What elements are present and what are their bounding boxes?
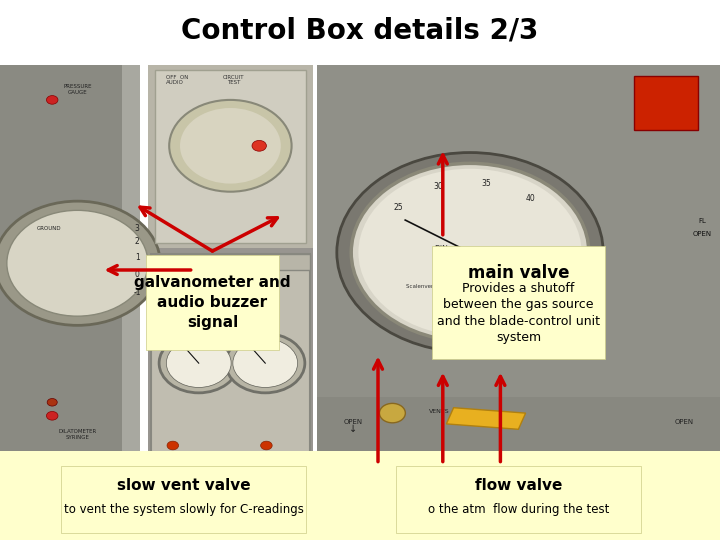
FancyArrowPatch shape [438, 155, 447, 235]
Text: DILATOMETER
SYRINGE: DILATOMETER SYRINGE [58, 429, 96, 440]
Text: OPEN: OPEN [343, 419, 362, 425]
FancyArrowPatch shape [212, 218, 277, 251]
FancyArrowPatch shape [496, 376, 505, 462]
Bar [61, 465, 306, 534]
Text: OPEN: OPEN [675, 419, 693, 425]
Bar [148, 65, 313, 248]
Circle shape [379, 403, 405, 423]
Text: DIN: DIN [434, 245, 448, 254]
FancyArrowPatch shape [140, 207, 212, 251]
FancyArrowPatch shape [374, 360, 382, 462]
Circle shape [46, 96, 58, 104]
Circle shape [167, 441, 179, 450]
Circle shape [159, 333, 238, 393]
Bar [151, 254, 310, 456]
Circle shape [169, 100, 292, 192]
Circle shape [0, 201, 160, 325]
Text: 35: 35 [482, 179, 491, 188]
Bar [148, 248, 313, 462]
Circle shape [351, 163, 589, 342]
Circle shape [359, 168, 582, 336]
Text: 40: 40 [526, 194, 535, 203]
Text: 0: 0 [135, 269, 140, 279]
FancyArrowPatch shape [108, 266, 191, 274]
Text: main valve: main valve [468, 264, 569, 282]
Text: ↓: ↓ [348, 424, 357, 434]
Text: Provides a shutoff
between the gas source
and the blade-control unit
system: Provides a shutoff between the gas sourc… [437, 282, 600, 345]
Circle shape [180, 108, 281, 184]
Text: Control Box details 2/3: Control Box details 2/3 [181, 16, 539, 44]
Circle shape [46, 411, 58, 420]
Circle shape [261, 441, 272, 450]
Bar [0, 451, 720, 540]
Circle shape [7, 210, 148, 316]
Bar [155, 70, 306, 243]
Text: 2: 2 [135, 237, 140, 246]
Bar [317, 65, 720, 462]
Circle shape [233, 339, 297, 388]
Text: bar: bar [450, 296, 462, 302]
Circle shape [337, 152, 603, 352]
Text: slow vent valve: slow vent valve [117, 478, 251, 494]
Text: GROUND: GROUND [36, 226, 61, 231]
Circle shape [252, 140, 266, 151]
Text: FL: FL [698, 218, 706, 224]
Text: VENTS: VENTS [429, 409, 449, 414]
Text: PRESSURE
GAUGE: PRESSURE GAUGE [63, 84, 91, 94]
Text: 30: 30 [433, 182, 443, 191]
Text: flow valve: flow valve [474, 478, 562, 494]
Text: 3: 3 [135, 224, 140, 233]
Text: to vent the system slowly for C-readings: to vent the system slowly for C-readings [63, 503, 304, 516]
Bar [145, 255, 279, 350]
Text: Scalenvent 0.5: Scalenvent 0.5 [406, 284, 447, 288]
Text: galvanometer and
audio buzzer
signal: galvanometer and audio buzzer signal [134, 275, 291, 330]
Bar [151, 254, 310, 270]
Text: OPEN: OPEN [693, 231, 711, 237]
Bar [432, 246, 605, 359]
Text: -1: -1 [133, 288, 141, 298]
Circle shape [48, 399, 58, 406]
Circle shape [166, 339, 231, 388]
Bar [0, 65, 140, 462]
Text: OFF  ON
AUDIO: OFF ON AUDIO [166, 75, 188, 85]
Polygon shape [446, 408, 526, 429]
Bar [317, 397, 720, 462]
Text: 1: 1 [135, 253, 140, 262]
Bar [396, 465, 641, 534]
Bar [634, 76, 698, 130]
Circle shape [225, 333, 305, 393]
Bar [122, 65, 140, 462]
Text: CIRCUIT
TEST: CIRCUIT TEST [223, 75, 245, 85]
Text: o the atm  flow during the test: o the atm flow during the test [428, 503, 609, 516]
FancyArrowPatch shape [438, 376, 447, 462]
Text: 25: 25 [394, 203, 403, 212]
